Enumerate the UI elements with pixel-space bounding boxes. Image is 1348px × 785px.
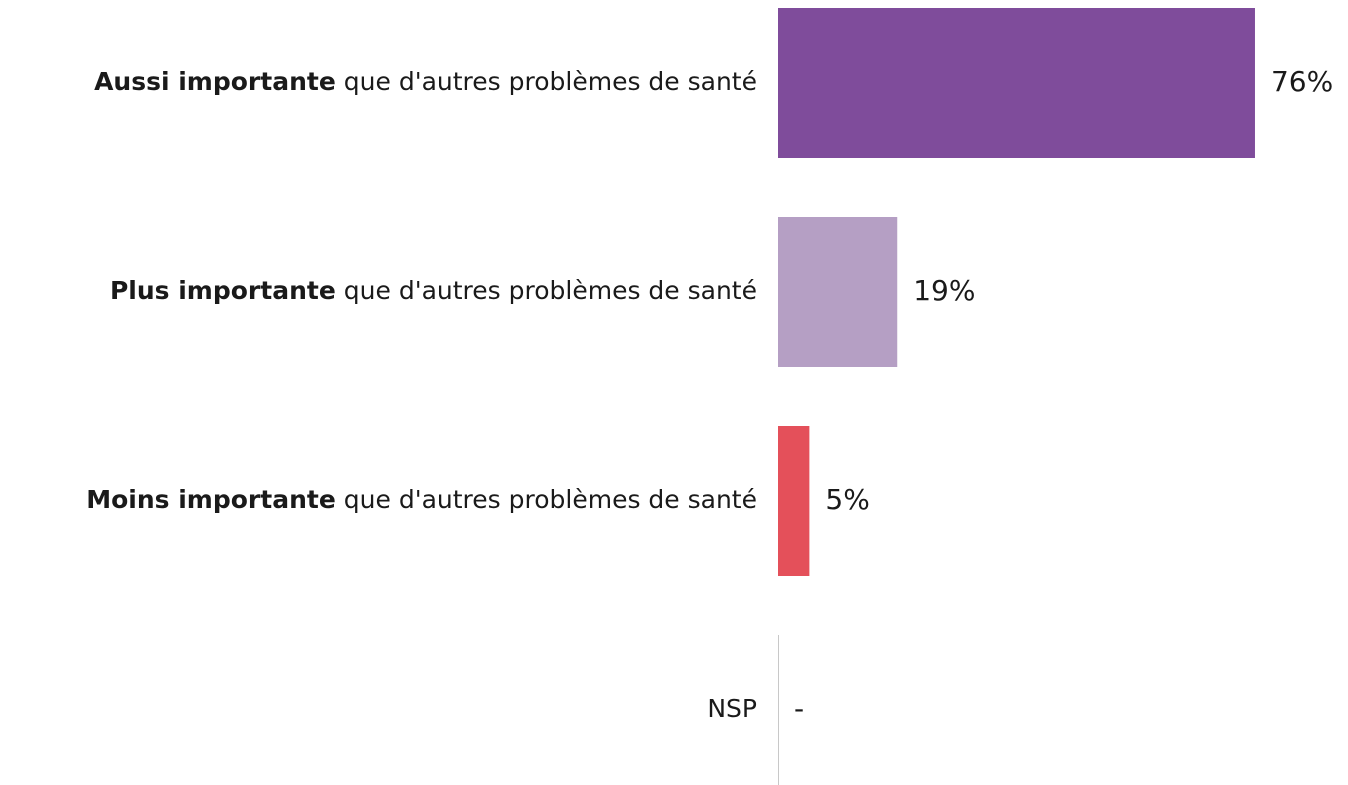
- category-label-text: que d'autres problèmes de santé: [344, 67, 757, 96]
- category-label: Moins importante que d'autres problèmes d…: [86, 485, 757, 514]
- bar: [778, 217, 898, 367]
- category-label-text: que d'autres problèmes de santé: [344, 485, 757, 514]
- value-label: -: [794, 692, 804, 725]
- category-label-bold: Plus importante: [110, 276, 336, 305]
- category-label-bold: Moins importante: [86, 485, 336, 514]
- category-label: Aussi importante que d'autres problèmes d…: [94, 67, 757, 96]
- bar: [778, 426, 810, 576]
- value-label: 19%: [913, 274, 975, 307]
- bar: [778, 8, 1255, 158]
- category-label: NSP: [707, 694, 757, 723]
- value-label: 76%: [1271, 65, 1333, 98]
- category-label-bold: Aussi importante: [94, 67, 336, 96]
- value-label: 5%: [825, 483, 869, 516]
- category-label-text: que d'autres problèmes de santé: [344, 276, 757, 305]
- category-label-text: NSP: [707, 694, 757, 723]
- category-label: Plus importante que d'autres problèmes de…: [110, 276, 757, 305]
